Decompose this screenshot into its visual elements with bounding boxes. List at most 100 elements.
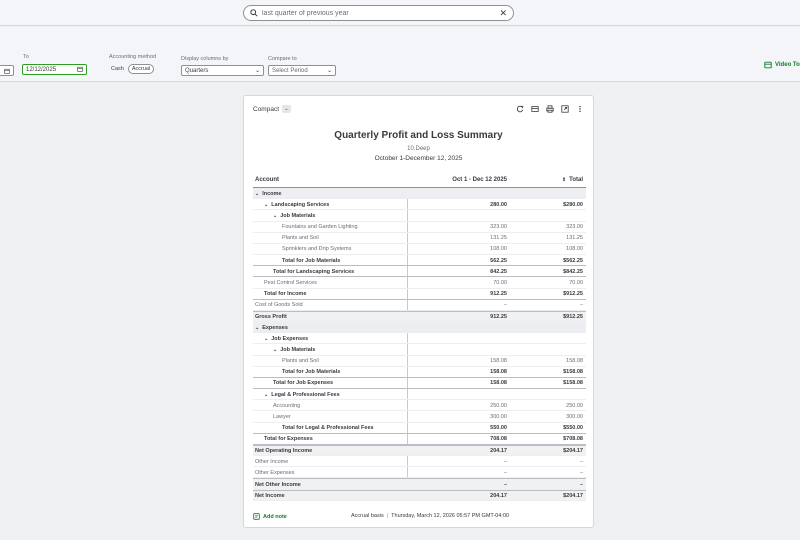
table-row[interactable]: Total for Expenses 708.08 $708.08 [253,434,586,445]
close-icon[interactable]: ✕ [499,7,507,18]
row-period-value[interactable]: 250.00 [490,402,507,409]
email-icon[interactable] [530,104,539,113]
row-total-value[interactable]: – [579,469,583,476]
row-account[interactable]: ⌄ Job Materials [273,347,315,353]
table-row[interactable]: Total for Income 912.25 $912.25 [253,289,586,300]
row-total-value[interactable]: $550.00 [563,425,583,432]
chevron-down-icon[interactable]: ⌄ [273,346,278,353]
row-account[interactable]: ⌄ Job Expenses [264,336,308,342]
display-columns-select[interactable]: Quarters ⌄ [181,65,264,76]
table-row[interactable]: ⌄ Legal & Professional Fees [253,389,586,401]
row-total-value[interactable]: – [579,302,583,309]
row-period-value[interactable]: 323.00 [490,224,507,231]
compact-toggle[interactable]: Compact ⌄ [253,105,292,113]
table-row[interactable]: ⌄ Expenses [253,322,586,334]
more-icon[interactable] [575,104,584,113]
sort-icon[interactable]: ⇕ [561,177,567,183]
row-total-value[interactable]: $158.08 [563,380,583,387]
chevron-down-icon[interactable]: ⌄ [273,212,278,219]
row-account[interactable]: ⌄ Legal & Professional Fees [264,392,340,398]
table-row[interactable]: ⌄ Job Materials [253,210,586,222]
row-total-value[interactable]: – [579,481,583,488]
table-row[interactable]: ⌄ Landscaping Services 280.00 $280.00 [253,199,586,211]
column-header-account[interactable]: Account [255,177,279,183]
row-total-value[interactable]: 158.08 [566,358,583,365]
column-header-total[interactable]: ⇕ Total [562,177,583,183]
table-row[interactable]: ⌄ Job Expenses [253,333,586,345]
row-period-value[interactable]: 131.25 [490,235,507,242]
accounting-method-toggle[interactable]: Cash Accrual [109,64,155,74]
row-account[interactable]: ⌄ Landscaping Services [264,202,329,208]
row-period-value[interactable]: 280.00 [490,201,507,208]
row-total-value[interactable]: $842.25 [563,268,583,275]
table-row[interactable]: Plants and Soil 131.25 131.25 [253,233,586,244]
row-period-value[interactable]: 912.25 [490,291,507,298]
row-total-value[interactable]: $204.17 [563,448,583,455]
row-period-value[interactable]: – [503,302,507,309]
row-period-value[interactable]: 708.08 [490,436,507,443]
row-period-value[interactable]: 204.17 [490,493,507,500]
table-row[interactable]: Other Income – – [253,456,586,468]
chevron-down-icon[interactable]: ⌄ [264,201,269,208]
row-account[interactable]: ⌄ Expenses [255,325,288,331]
chevron-down-icon[interactable]: ⌄ [255,324,260,331]
row-account[interactable]: ⌄ Income [255,191,281,197]
row-total-value[interactable]: $708.08 [563,436,583,443]
table-row[interactable]: Plants and Soil 158.08 158.08 [253,356,586,367]
table-row[interactable]: Total for Landscaping Services 842.25 $842… [253,266,586,278]
row-total-value[interactable]: $158.08 [563,369,583,376]
row-total-value[interactable]: $204.17 [563,493,583,500]
chevron-down-icon[interactable]: ⌄ [282,105,292,113]
row-account[interactable]: ⌄ Job Materials [273,213,315,219]
column-header-period[interactable]: Oct 1 - Dec 12 2025 [452,177,507,183]
row-period-value[interactable]: 550.00 [490,425,507,432]
table-row[interactable]: Gross Profit 912.25 $912.25 [253,310,586,323]
table-row[interactable]: Fountains and Garden Lighting 323.00 323.0… [253,222,586,233]
row-total-value[interactable]: $912.25 [563,314,583,321]
row-period-value[interactable]: 912.25 [490,314,507,321]
row-total-value[interactable]: – [579,458,583,465]
row-total-value[interactable]: 131.25 [566,235,583,242]
table-row[interactable]: Total for Job Materials 562.25 $562.25 [253,255,586,267]
row-period-value[interactable]: 842.25 [490,268,507,275]
row-period-value[interactable]: 300.00 [490,413,507,420]
from-date-field[interactable] [0,65,14,76]
table-row[interactable]: ⌄ Income [253,188,586,200]
table-row[interactable]: Net Other Income – – [253,478,586,490]
table-row[interactable]: Other Expenses – – [253,467,586,479]
table-row[interactable]: Lawyer 300.00 300.00 [253,411,586,423]
table-row[interactable]: Sprinklers and Drip Systems 108.00 108.00 [253,244,586,256]
row-total-value[interactable]: $912.25 [563,291,583,298]
row-period-value[interactable]: – [503,458,507,465]
row-period-value[interactable]: 158.08 [490,369,507,376]
table-row[interactable]: Net Income 204.17 $204.17 [253,489,586,501]
row-total-value[interactable]: 300.00 [566,413,583,420]
search-input[interactable] [262,9,500,17]
video-tour-link[interactable]: Video To [764,61,800,69]
row-total-value[interactable]: $562.25 [563,257,583,264]
export-icon[interactable] [560,104,569,113]
row-period-value[interactable]: – [503,469,507,476]
row-period-value[interactable]: 158.08 [490,358,507,365]
table-row[interactable]: Total for Job Materials 158.08 $158.08 [253,367,586,378]
table-row[interactable]: Total for Job Expenses 158.08 $158.08 [253,378,586,390]
row-total-value[interactable]: $280.00 [563,201,583,208]
accounting-option-cash[interactable]: Cash [111,66,124,72]
row-total-value[interactable]: 70.00 [569,279,583,286]
table-row[interactable]: Total for Legal & Professional Fees 550.0… [253,423,586,434]
to-date-field[interactable]: 12/12/2025 [22,64,87,75]
add-note-button[interactable]: Add note [253,513,287,520]
compare-to-select[interactable]: Select Period ⌄ [268,65,336,76]
table-row[interactable]: Net Operating Income 204.17 $204.17 [253,444,586,457]
chevron-down-icon[interactable]: ⌄ [264,335,269,342]
accounting-option-accrual[interactable]: Accrual [127,64,155,74]
table-row[interactable]: Cost of Goods Sold – – [253,300,586,311]
row-period-value[interactable]: 70.00 [493,279,507,286]
row-period-value[interactable]: 562.25 [490,257,507,264]
row-total-value[interactable]: 108.00 [566,246,583,253]
chevron-down-icon[interactable]: ⌄ [255,190,260,197]
chevron-down-icon[interactable]: ⌄ [264,391,269,398]
table-row[interactable]: ⌄ Job Materials [253,344,586,356]
search-box[interactable]: ✕ [243,5,514,21]
row-period-value[interactable]: 108.00 [490,246,507,253]
